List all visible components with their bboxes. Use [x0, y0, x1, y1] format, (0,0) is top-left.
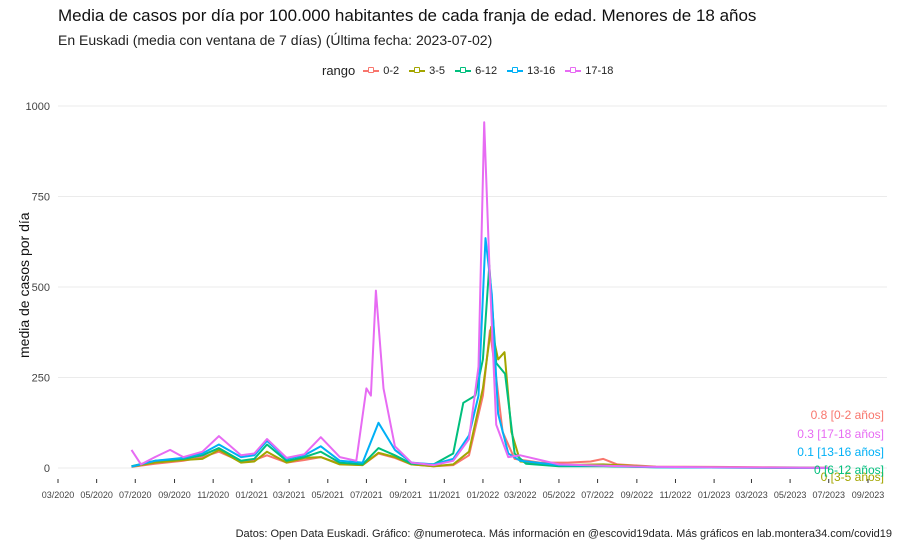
- x-tick-label: 07/2020: [119, 490, 152, 500]
- end-label-0-2: 0.8 [0-2 años]: [811, 408, 884, 422]
- legend-label-17-18: 17-18: [585, 64, 614, 77]
- x-axis-ticks: 03/2020 05/2020 07/2020 09/2020 11/2020 01/20…: [42, 479, 885, 500]
- legend-label-0-2: 0-2: [383, 64, 400, 77]
- legend-label-3-5: 3-5: [429, 64, 446, 77]
- x-tick-label: 05/2020: [80, 490, 113, 500]
- legend-key-17-18: [565, 66, 582, 76]
- y-tick-label: 1000: [26, 101, 50, 113]
- legend-item-17-18: 17-18: [565, 65, 613, 77]
- legend-key-0-2: [363, 66, 380, 76]
- x-tick-label: 07/2023: [812, 490, 845, 500]
- series-lines: [130, 121, 830, 469]
- y-tick-label: 750: [32, 192, 50, 204]
- x-tick-label: 05/2022: [543, 490, 576, 500]
- x-tick-label: 07/2022: [581, 490, 614, 500]
- x-tick-label: 09/2022: [621, 490, 654, 500]
- legend-item-6-12: 6-12: [455, 65, 497, 77]
- chart-caption: Datos: Open Data Euskadi. Gráfico: @nume…: [235, 528, 892, 540]
- legend-title: rango: [322, 63, 356, 78]
- series-line-17-18: [130, 121, 830, 469]
- chart-subtitle: En Euskadi (media con ventana de 7 días)…: [58, 32, 493, 48]
- legend: rango 0-2 3-5 6-12 13-16 17-18: [322, 63, 623, 78]
- x-tick-label: 11/2020: [197, 490, 229, 500]
- y-tick-label: 250: [32, 373, 50, 385]
- x-tick-label: 03/2021: [273, 490, 306, 500]
- x-tick-label: 03/2020: [42, 490, 75, 500]
- x-tick-label: 03/2022: [504, 490, 537, 500]
- end-label-6-12: 0 [6-12 años]: [814, 463, 884, 477]
- y-tick-label: 500: [32, 282, 50, 294]
- y-axis-ticks: 0 250 500 750 1000: [26, 101, 50, 475]
- x-tick-label: 01/2022: [467, 490, 500, 500]
- x-tick-label: 09/2023: [852, 490, 885, 500]
- legend-item-3-5: 3-5: [409, 65, 445, 77]
- end-labels: 0.8 [0-2 años] 0 [3-5 años]0 [6-12 años] 0…: [797, 408, 884, 484]
- legend-key-6-12: [455, 66, 472, 76]
- legend-label-6-12: 6-12: [475, 64, 498, 77]
- legend-key-3-5: [409, 66, 426, 76]
- end-label-13-16: 0.1 [13-16 años]: [797, 445, 884, 459]
- x-tick-label: 03/2023: [735, 490, 768, 500]
- x-tick-label: 05/2023: [774, 490, 807, 500]
- end-label-3-5: 0 [3-5 años]: [821, 470, 884, 484]
- x-tick-label: 11/2022: [660, 490, 692, 500]
- legend-key-13-16: [507, 66, 524, 76]
- x-tick-label: 11/2021: [428, 490, 460, 500]
- legend-item-0-2: 0-2: [363, 65, 399, 77]
- x-tick-label: 05/2021: [312, 490, 345, 500]
- x-tick-label: 07/2021: [350, 490, 383, 500]
- x-tick-label: 01/2023: [698, 490, 731, 500]
- end-label-17-18: 0.3 [17-18 años]: [797, 427, 884, 441]
- x-tick-label: 09/2020: [158, 490, 191, 500]
- y-tick-label: 0: [44, 463, 50, 475]
- x-tick-label: 09/2021: [389, 490, 422, 500]
- legend-item-13-16: 13-16: [507, 65, 555, 77]
- chart-title: Media de casos por día por 100.000 habit…: [58, 6, 757, 25]
- x-tick-label: 01/2021: [236, 490, 269, 500]
- legend-label-13-16: 13-16: [527, 64, 556, 77]
